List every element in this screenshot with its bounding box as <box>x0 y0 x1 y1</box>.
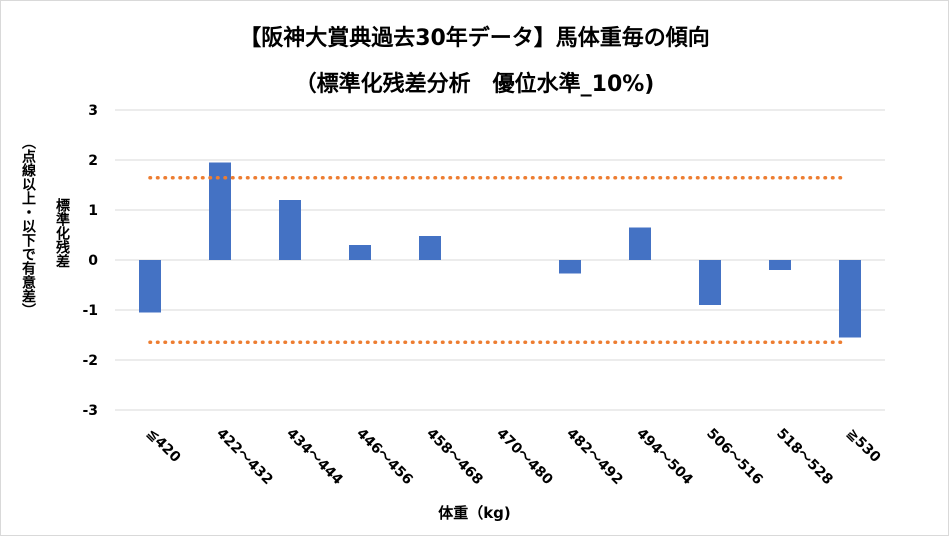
bar <box>349 245 371 260</box>
x-tick-label: 518～528 <box>773 426 836 489</box>
bars <box>139 162 861 338</box>
y-axis-label: 標準化残差 <box>54 198 70 268</box>
y-tick-label: 1 <box>88 203 98 219</box>
y-tick-label: 3 <box>88 103 98 119</box>
bar <box>699 260 721 305</box>
y-axis-label-group: 標準化残差 （点線以上・以下で有意差） <box>0 0 100 536</box>
x-tick-label: 446～456 <box>353 426 416 489</box>
y-tick-label: -3 <box>82 403 98 419</box>
x-tick-label: ≧530 <box>843 426 883 466</box>
x-tick-label: ≦420 <box>143 426 183 466</box>
y-tick-label: -1 <box>82 303 98 319</box>
y-tick-label: 0 <box>88 253 98 269</box>
y-axis-note: （点線以上・以下で有意差） <box>20 135 36 317</box>
bar <box>559 260 581 274</box>
bar <box>279 200 301 260</box>
x-tick-labels: ≦420 422～432 434～444 446～456 458～468 470～480 4… <box>143 426 883 489</box>
bar <box>419 236 441 260</box>
bar <box>629 227 651 260</box>
x-tick-label: 506～516 <box>703 426 766 489</box>
bar <box>769 260 791 270</box>
bar <box>209 162 231 260</box>
bar <box>139 260 161 313</box>
bar <box>839 260 861 338</box>
y-tick-labels: -3 -2 -1 0 1 2 3 <box>82 103 98 419</box>
x-tick-label: 482～492 <box>563 426 626 489</box>
gridlines <box>115 109 885 411</box>
threshold-lines <box>148 176 847 344</box>
x-axis-label: 体重（kg) <box>438 504 511 522</box>
y-tick-label: 2 <box>88 153 98 169</box>
y-tick-label: -2 <box>82 353 98 369</box>
chart-subtitle: （標準化残差分析 優位水準_10%) <box>294 72 655 97</box>
x-tick-label: 458～468 <box>423 426 486 489</box>
chart-title: 【阪神大賞典過去30年データ】馬体重毎の傾向 <box>239 26 710 51</box>
x-tick-label: 434～444 <box>283 426 346 489</box>
x-tick-label: 494～504 <box>633 426 696 489</box>
x-tick-label: 422～432 <box>213 426 276 489</box>
x-tick-label: 470～480 <box>493 426 556 489</box>
